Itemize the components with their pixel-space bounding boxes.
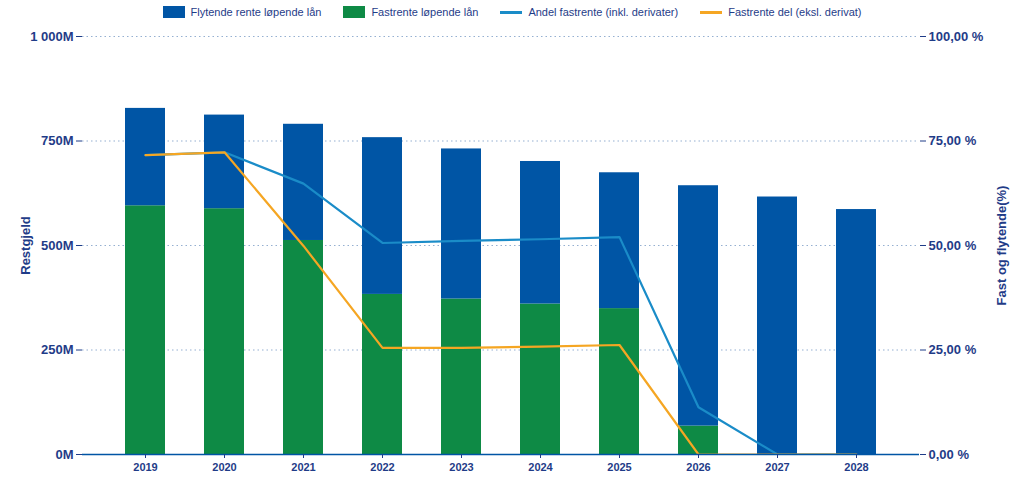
html-text:Fastrente løpende lån: Fastrente løpende lån bbox=[371, 6, 479, 18]
svg-text:2026: 2026 bbox=[686, 461, 710, 473]
svg-text:2019: 2019 bbox=[133, 461, 157, 473]
svg-text:50,00 %: 50,00 % bbox=[929, 238, 977, 253]
svg-text:0,00 %: 0,00 % bbox=[929, 447, 970, 462]
svg-text:2020: 2020 bbox=[212, 461, 236, 473]
svg-text:Fast og flytende(%): Fast og flytende(%) bbox=[994, 186, 1009, 306]
svg-text:750M: 750M bbox=[41, 133, 74, 148]
svg-text:25,00 %: 25,00 % bbox=[929, 342, 977, 357]
svg-text:2021: 2021 bbox=[291, 461, 315, 473]
svg-text:2023: 2023 bbox=[449, 461, 473, 473]
svg-text:75,00 %: 75,00 % bbox=[929, 133, 977, 148]
html-text:Andel fastrente (inkl. derivat: Andel fastrente (inkl. derivater) bbox=[528, 6, 679, 18]
svg-text:0M: 0M bbox=[55, 447, 73, 462]
svg-text:250M: 250M bbox=[41, 342, 74, 357]
svg-text:Restgjeld: Restgjeld bbox=[18, 216, 33, 275]
svg-text:2027: 2027 bbox=[765, 461, 789, 473]
svg-text:500M: 500M bbox=[41, 238, 74, 253]
html-text:Flytende rente løpende lån: Flytende rente løpende lån bbox=[190, 6, 322, 18]
svg-text:2025: 2025 bbox=[607, 461, 631, 473]
svg-text:100,00 %: 100,00 % bbox=[929, 29, 984, 44]
svg-text:1 000M: 1 000M bbox=[30, 29, 73, 44]
svg-text:2022: 2022 bbox=[370, 461, 394, 473]
html-text:Fastrente del (eksl. derivat): Fastrente del (eksl. derivat) bbox=[728, 6, 862, 18]
svg-text:2028: 2028 bbox=[844, 461, 868, 473]
svg-text:2024: 2024 bbox=[528, 461, 553, 473]
